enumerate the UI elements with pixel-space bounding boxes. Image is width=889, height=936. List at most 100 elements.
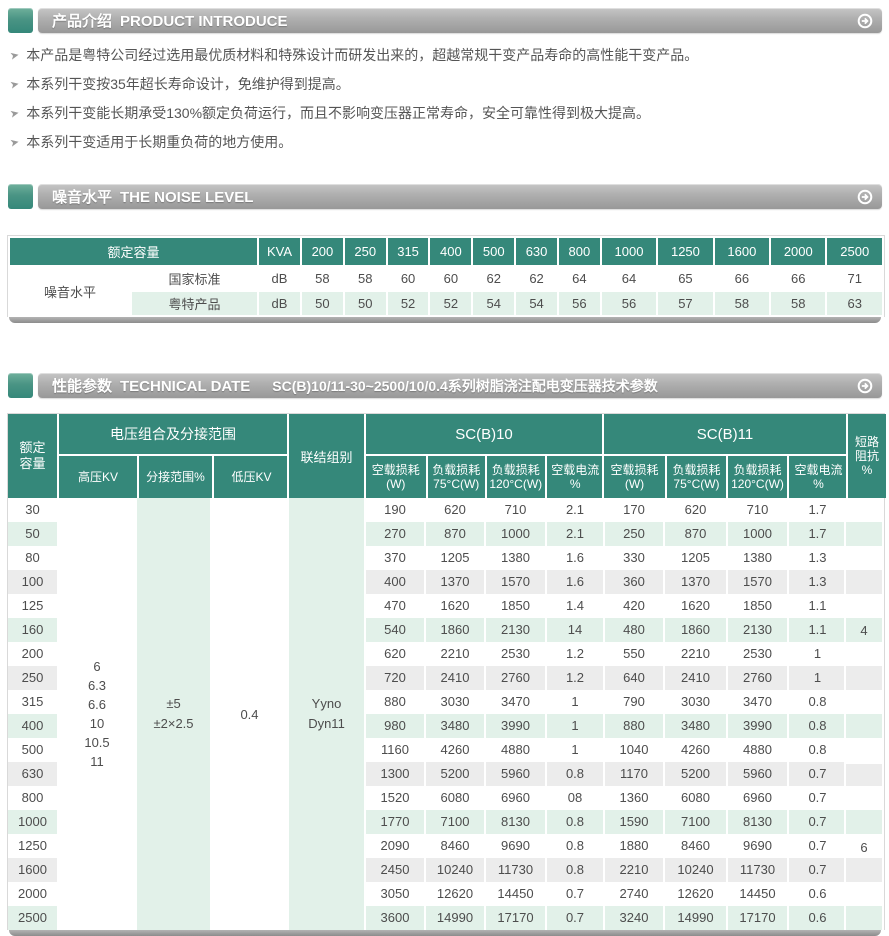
impedance-stripes — [846, 498, 882, 930]
impedance-stripe — [846, 618, 882, 642]
data-cell: 17170 — [484, 906, 545, 930]
data-cell: 4880 — [726, 738, 787, 762]
data-cell: 6960 — [484, 786, 545, 810]
data-cell: 1590 — [603, 810, 663, 834]
noise-value-cell: 50 — [302, 292, 343, 315]
data-cell: 360 — [603, 570, 663, 594]
data-cell: 790 — [603, 690, 663, 714]
data-cell: 1 — [545, 714, 603, 738]
noise-value-cell: 65 — [678, 271, 693, 286]
bullet-text: 本系列干变能长期承受130%额定负荷运行，而且不影响变压器正常寿命，安全可靠性得… — [26, 105, 651, 121]
lv-header: 低压KV — [212, 456, 289, 498]
data-cell: 9690 — [726, 834, 787, 858]
noise-capacity-header: 400 — [430, 238, 472, 265]
subheader-line: % — [813, 477, 824, 491]
subheader-line: 空载损耗 — [610, 463, 659, 477]
data-cell: 1360 — [603, 786, 663, 810]
data-cell: 3030 — [663, 690, 726, 714]
noise-value-cell: 52 — [387, 292, 429, 315]
noise-value-cell: 66 — [734, 271, 750, 286]
noise-row-yuete: 粤特产品 dB 50 50 52 52 54 54 56 56 57 58 — [10, 292, 882, 315]
data-cell: 1205 — [663, 546, 726, 570]
noise-value-cell: 52 — [430, 292, 472, 315]
noise-value-cell: 60 — [443, 271, 459, 286]
capacity-cell: 160 — [8, 618, 57, 642]
capacity-cell: 2000 — [18, 886, 47, 901]
vector-value: Dyn11 — [308, 716, 345, 731]
data-row: 880 3030 3470 1 790 3030 3470 — [366, 690, 844, 714]
data-cell: 2450 — [380, 862, 410, 877]
noise-value-cell: 64 — [621, 271, 637, 286]
data-cell: 2.1 — [545, 522, 603, 546]
data-row: 470 1620 1850 1.4 420 1620 1850 — [366, 594, 844, 618]
section-title-en: THE NOISE LEVEL — [120, 189, 254, 206]
data-cell: 3990 — [726, 714, 787, 738]
noise-value-cell: 63 — [827, 292, 882, 315]
capacity-cell: 200 — [21, 646, 44, 661]
tech-subheader-cell: 空载损耗 (W) — [604, 456, 665, 498]
data-cell: 1520 — [380, 790, 410, 805]
capacity-cell: 2500 — [8, 906, 57, 930]
tech-subheader-cell: 负载损耗 75°C(W) — [425, 456, 486, 498]
data-row: 370 1205 1380 1.6 330 1205 1380 — [366, 546, 844, 570]
data-cell: 6080 — [424, 786, 484, 810]
data-cell: 1 — [545, 738, 603, 762]
data-cell: 0.7 — [787, 810, 846, 834]
data-cell: 880 — [603, 714, 663, 738]
subheader-line: 空载电流 — [551, 463, 600, 477]
tech-table: 额定 容量 电压组合及分接范围 高压KV 分接范围% 低压KV 联结组别 SC(… — [7, 413, 886, 930]
noise-row-unit: dB — [259, 292, 300, 315]
noise-capacity-header: 200 — [302, 238, 343, 265]
bullet-item: ➤ 本系列干变按35年超长寿命设计，免维护得到提高。 — [9, 76, 884, 93]
capacity-cell: 800 — [21, 790, 44, 805]
arrow-circle-icon[interactable] — [857, 13, 873, 29]
data-cell: 420 — [603, 594, 663, 618]
capacity-cell: 250 — [8, 666, 57, 690]
data-cell: 880 — [384, 694, 406, 709]
tech-table-header: 额定 容量 电压组合及分接范围 高压KV 分接范围% 低压KV 联结组别 SC(… — [8, 414, 886, 498]
data-cell: 10240 — [663, 858, 726, 882]
data-row: 3600 14990 17170 0.7 3240 14990 17170 — [366, 906, 844, 930]
data-cell: 1 — [545, 690, 603, 714]
section-title: 产品介绍 PRODUCT INTRODUCE — [52, 10, 288, 31]
impedance-column: 4 6 — [844, 498, 882, 930]
data-cell: 11730 — [484, 858, 545, 882]
data-cell: 14450 — [484, 882, 545, 906]
data-cell: 1860 — [424, 618, 484, 642]
impedance-stripe — [846, 906, 882, 930]
bullet-item: ➤ 本系列干变能长期承受130%额定负荷运行，而且不影响变压器正常寿命，安全可靠… — [9, 105, 884, 122]
arrow-circle-icon[interactable] — [857, 189, 873, 205]
noise-row-unit: dB — [271, 271, 288, 286]
lv-value: 0.4 — [240, 706, 259, 722]
data-cell: 1850 — [726, 594, 787, 618]
data-cell: 14450 — [726, 882, 787, 906]
data-row: 190 620 710 2.1 170 620 710 — [366, 498, 844, 522]
data-cell: 400 — [384, 574, 406, 589]
bullet-item: ➤ 本产品是粤特公司经过选用最优质材料和特殊设计而研发出来的，超越常规干变产品寿… — [9, 47, 884, 64]
data-cell: 710 — [484, 498, 545, 522]
subheader-line: (W) — [386, 477, 406, 491]
scb10-group-header: SC(B)10 空载损耗 (W) 负载损耗 75°C(W) — [364, 414, 602, 498]
capacity-cell: 50 — [8, 522, 57, 546]
data-cell: 2130 — [484, 618, 545, 642]
data-cell: 7100 — [424, 810, 484, 834]
section-intro-header: 产品介绍 PRODUCT INTRODUCE — [8, 8, 882, 33]
data-cell: 330 — [603, 546, 663, 570]
loss-data-columns: 190 620 710 2.1 170 620 710 — [364, 498, 844, 930]
subheader-line: (W) — [624, 477, 645, 491]
data-row: 2090 8460 9690 0.8 1880 8460 9690 — [366, 834, 844, 858]
bullet-text: 本系列干变适用于长期重负荷的地方使用。 — [26, 134, 293, 150]
impedance-value-6: 6 — [846, 762, 882, 930]
tech-subheader-cell: 负载损耗 120°C(W) — [485, 456, 545, 498]
data-cell: 4260 — [663, 738, 726, 762]
noise-value-cell: 62 — [486, 271, 501, 286]
data-cell: 620 — [424, 498, 484, 522]
data-cell: 8460 — [424, 834, 484, 858]
scb10-label: SC(B)10 — [366, 414, 602, 456]
data-cell: 3470 — [484, 690, 545, 714]
data-cell: 470 — [384, 598, 406, 613]
arrow-circle-icon[interactable] — [857, 378, 873, 394]
tech-subheader-cell: 负载损耗 75°C(W) — [665, 456, 726, 498]
data-cell: 3600 — [380, 910, 410, 925]
data-cell: 14990 — [424, 906, 484, 930]
